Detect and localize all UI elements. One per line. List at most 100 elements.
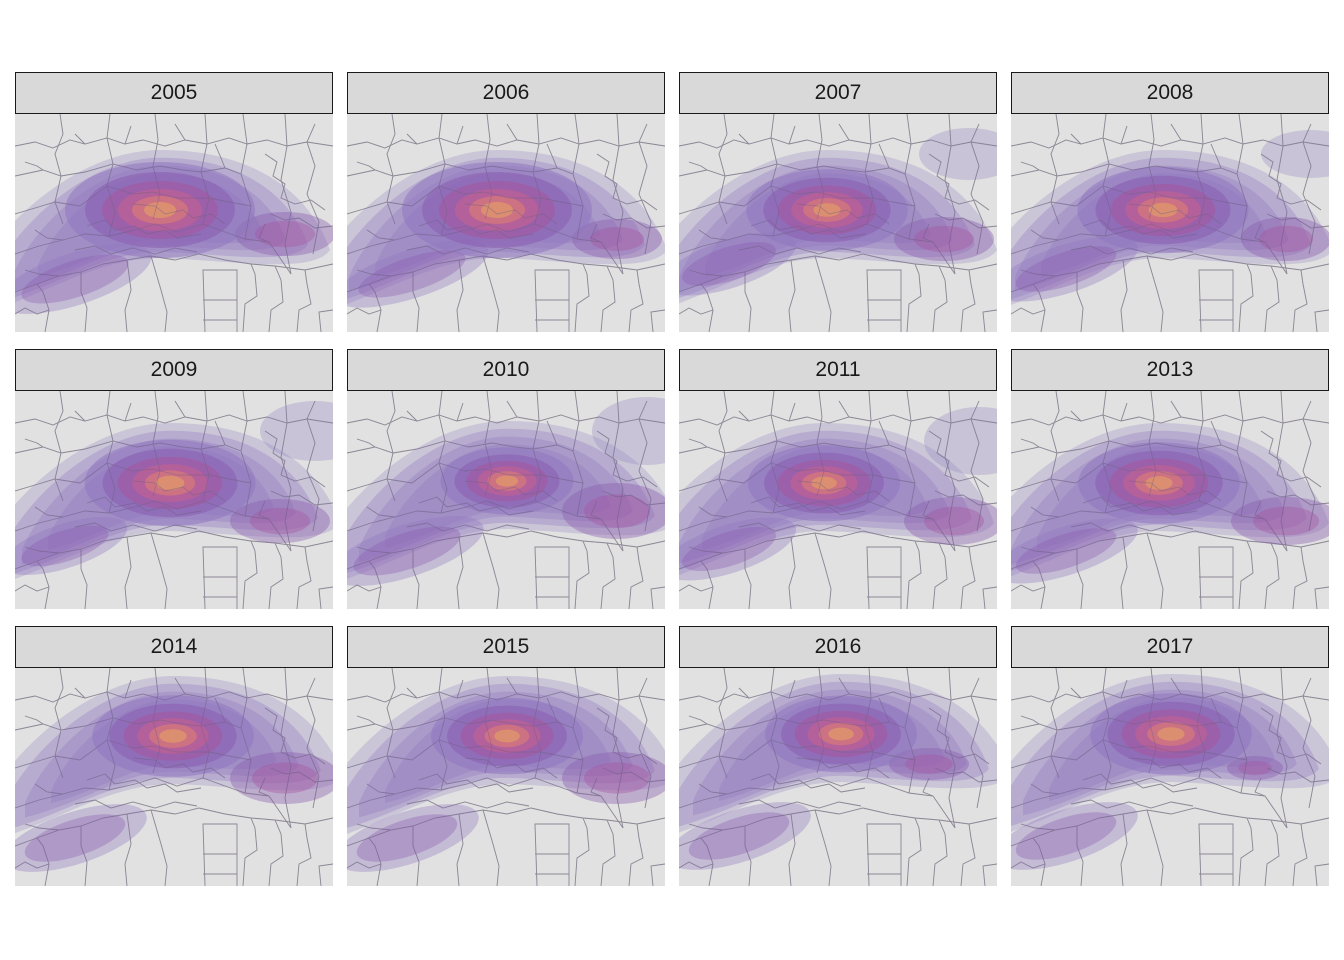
facet-strip-label: 2014 xyxy=(15,626,333,668)
density-halo xyxy=(919,128,997,180)
facet-strip-label: 2009 xyxy=(15,349,333,391)
density-tail xyxy=(1011,518,1138,584)
density-tail xyxy=(347,240,489,308)
density-tail xyxy=(358,250,466,298)
tract-boundaries-overlay xyxy=(1011,668,1329,886)
density-east-lobe xyxy=(235,212,333,256)
density-east-lobe xyxy=(230,752,333,804)
density-tail xyxy=(21,525,109,567)
density-east-lobe xyxy=(584,494,650,528)
facet-panel-2015: 2015 xyxy=(347,626,665,886)
density-contours xyxy=(15,676,333,872)
density-map xyxy=(679,114,997,332)
density-east-lobe xyxy=(584,762,650,794)
tract-boundaries-overlay xyxy=(1011,114,1329,332)
density-east-lobe xyxy=(904,497,997,545)
density-map xyxy=(1011,668,1329,886)
density-contours xyxy=(1011,674,1329,870)
density-tail xyxy=(21,254,129,304)
density-tail xyxy=(682,241,776,287)
density-tail xyxy=(347,516,484,586)
facet-strip-label: 2017 xyxy=(1011,626,1329,668)
density-core-ring xyxy=(828,727,854,741)
density-east-lobe xyxy=(590,227,644,251)
density-east-lobe xyxy=(230,499,330,543)
density-core-ring xyxy=(155,475,185,491)
density-tail xyxy=(353,526,461,576)
facet-panel-2009: 2009 xyxy=(15,349,333,609)
density-core-ring xyxy=(144,202,176,218)
density-east-lobe xyxy=(1259,225,1313,253)
density-core-ring xyxy=(1157,727,1185,741)
facet-panel-2017: 2017 xyxy=(1011,626,1329,886)
facet-strip-label: 2006 xyxy=(347,72,665,114)
density-east-lobe xyxy=(1238,760,1272,776)
density-tail xyxy=(682,526,776,572)
facet-panel-2016: 2016 xyxy=(679,626,997,886)
facet-strip-label: 2013 xyxy=(1011,349,1329,391)
density-core-ring xyxy=(1145,476,1173,490)
density-tail xyxy=(15,516,128,576)
facet-strip-label: 2010 xyxy=(347,349,665,391)
density-map xyxy=(347,391,665,609)
density-core-ring xyxy=(813,203,841,217)
density-map xyxy=(679,668,997,886)
density-east-lobe xyxy=(250,507,310,535)
density-contours xyxy=(1011,423,1329,584)
tract-boundaries-overlay xyxy=(1011,391,1329,609)
facet-panel-2006: 2006 xyxy=(347,72,665,332)
density-east-lobe xyxy=(905,754,953,774)
density-map xyxy=(347,114,665,332)
density-east-lobe xyxy=(1253,506,1319,536)
tract-boundaries-overlay xyxy=(15,668,333,886)
density-map xyxy=(347,668,665,886)
density-map xyxy=(679,391,997,609)
density-tail xyxy=(679,802,811,870)
density-halo xyxy=(260,401,333,461)
density-map xyxy=(15,668,333,886)
density-east-lobe xyxy=(255,220,315,248)
facet-panel-2014: 2014 xyxy=(15,626,333,886)
density-contours xyxy=(15,401,333,580)
density-core-ring xyxy=(495,475,519,487)
facet-panel-2013: 2013 xyxy=(1011,349,1329,609)
facet-strip-label: 2005 xyxy=(15,72,333,114)
density-east-lobe xyxy=(562,483,665,539)
density-halo xyxy=(592,397,665,465)
facet-strip-label: 2015 xyxy=(347,626,665,668)
density-east-lobe xyxy=(894,217,994,261)
facet-panel-2005: 2005 xyxy=(15,72,333,332)
density-contours xyxy=(347,150,665,308)
density-halo xyxy=(1261,130,1329,178)
tract-boundaries-overlay xyxy=(679,391,997,609)
tract-boundaries-overlay xyxy=(347,391,665,609)
density-core-ring xyxy=(494,729,520,743)
density-core-ring xyxy=(811,476,837,490)
facet-strip-label: 2008 xyxy=(1011,72,1329,114)
facet-strip-label: 2016 xyxy=(679,626,997,668)
density-map xyxy=(15,391,333,609)
density-east-lobe xyxy=(914,225,974,253)
density-east-lobe xyxy=(572,219,662,259)
tract-boundaries-overlay xyxy=(347,114,665,332)
tract-boundaries-overlay xyxy=(15,391,333,609)
density-tail xyxy=(1015,812,1117,860)
density-tail xyxy=(1011,236,1138,302)
density-east-lobe xyxy=(1241,217,1329,261)
density-east-lobe xyxy=(1231,497,1329,545)
density-tail xyxy=(1015,528,1117,574)
facet-strip-label: 2007 xyxy=(679,72,997,114)
tract-boundaries xyxy=(15,391,333,609)
density-core-ring xyxy=(481,202,513,218)
density-tail xyxy=(1011,802,1138,870)
tract-boundaries-overlay xyxy=(679,668,997,886)
density-contours xyxy=(679,128,997,304)
facet-panel-2008: 2008 xyxy=(1011,72,1329,332)
density-contours xyxy=(679,407,997,581)
density-tail xyxy=(1015,246,1117,292)
density-contours xyxy=(347,676,665,872)
density-east-lobe xyxy=(562,752,665,804)
density-east-lobe xyxy=(1227,756,1283,780)
density-tail xyxy=(347,804,479,872)
